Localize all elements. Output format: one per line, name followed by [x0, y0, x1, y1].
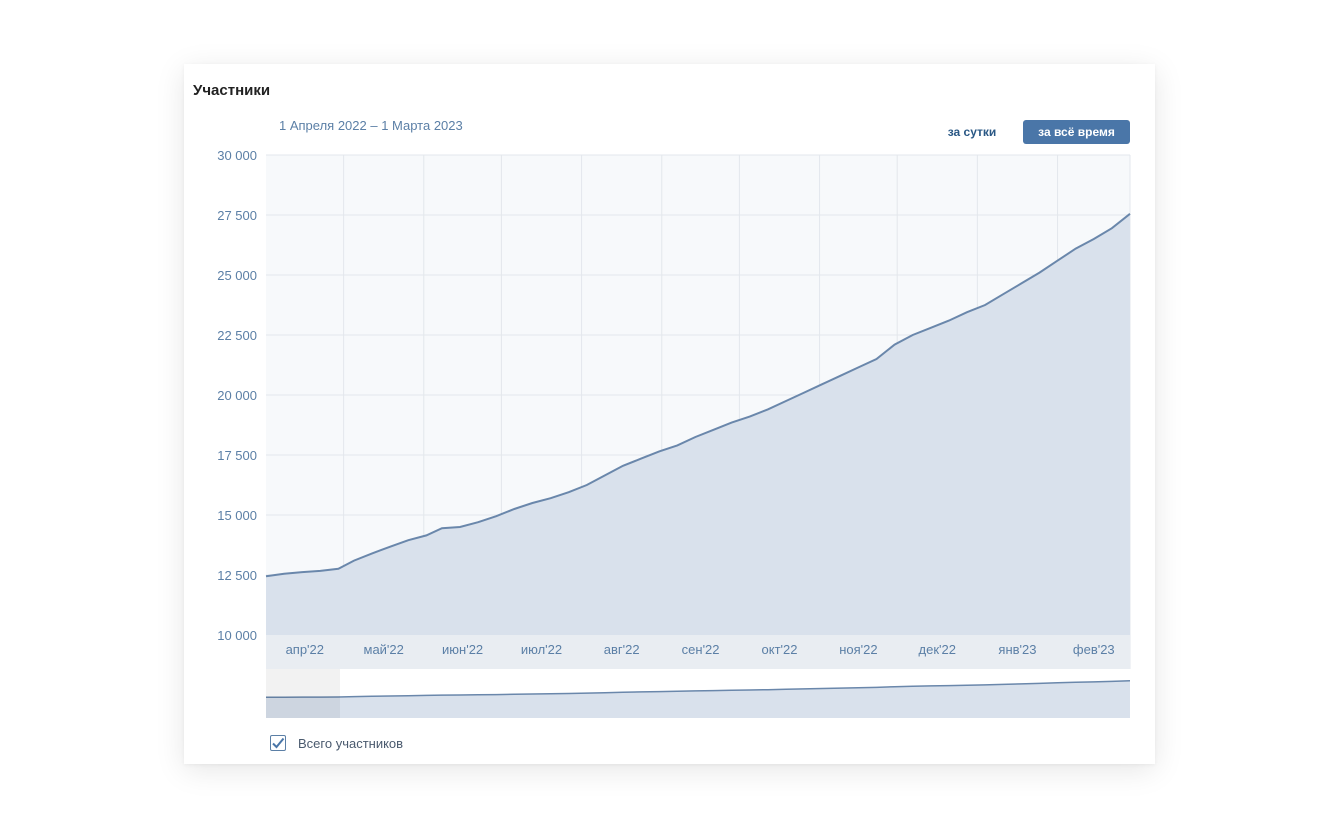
- x-tick-label: май'22: [364, 642, 404, 657]
- x-tick-label: авг'22: [604, 642, 640, 657]
- per-day-button[interactable]: за сутки: [934, 120, 1010, 144]
- legend-item-total-members[interactable]: Всего участников: [270, 733, 403, 753]
- x-tick-label: июл'22: [521, 642, 562, 657]
- all-time-button[interactable]: за всё время: [1023, 120, 1130, 144]
- x-tick-label: дек'22: [919, 642, 956, 657]
- x-tick-label: апр'22: [286, 642, 324, 657]
- x-axis-labels: апр'22 май'22 июн'22 июл'22 авг'22 сен'22 окт'…: [286, 642, 1115, 657]
- y-tick-label: 20 000: [217, 388, 257, 403]
- x-tick-label: июн'22: [442, 642, 483, 657]
- date-range-link[interactable]: 1 Апреля 2022 – 1 Марта 2023: [279, 118, 463, 133]
- x-axis-band: [266, 635, 1130, 669]
- y-tick-label: 17 500: [217, 448, 257, 463]
- x-tick-label: окт'22: [762, 642, 798, 657]
- y-tick-label: 22 500: [217, 328, 257, 343]
- navigator-line: [265, 679, 1131, 699]
- chart-title: Участники: [193, 82, 271, 99]
- legend-label: Всего участников: [298, 735, 404, 751]
- members-area: [266, 213, 1130, 636]
- x-tick-label: янв'23: [998, 642, 1036, 657]
- y-axis-labels: 30 000 27 500 25 000 22 500 20 000 17 500 15 0…: [217, 148, 257, 643]
- x-tick-label: фев'23: [1073, 642, 1115, 657]
- navigator-area: [266, 680, 1130, 718]
- y-tick-label: 15 000: [217, 508, 257, 523]
- y-tick-label: 12 500: [217, 568, 257, 583]
- range-navigator[interactable]: [265, 669, 1131, 718]
- navigator-selection-handle[interactable]: [266, 669, 340, 718]
- checkbox-checked-icon[interactable]: [270, 735, 286, 751]
- y-tick-label: 25 000: [217, 268, 257, 283]
- members-line: [265, 213, 1131, 578]
- y-tick-label: 10 000: [217, 628, 257, 643]
- y-tick-label: 27 500: [217, 208, 257, 223]
- x-tick-label: ноя'22: [839, 642, 877, 657]
- y-tick-label: 30 000: [217, 148, 257, 163]
- x-tick-label: сен'22: [682, 642, 720, 657]
